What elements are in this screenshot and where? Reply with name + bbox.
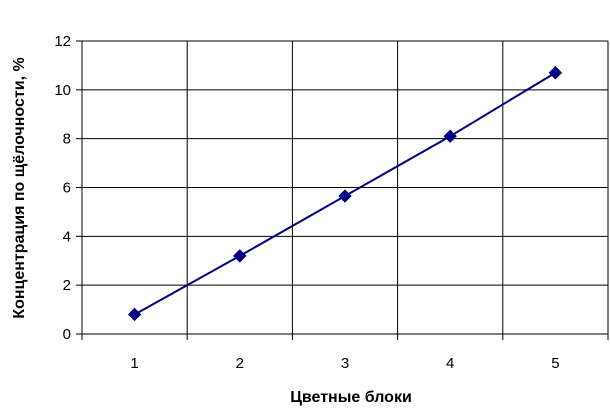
data-point-marker [233,249,247,263]
x-tick-label: 2 [236,355,244,372]
gridlines [82,40,609,334]
data-point-marker [127,307,142,322]
y-tick-label: 10 [54,82,71,99]
y-tick-label: 0 [63,326,71,343]
x-tick-label: 4 [446,355,454,372]
axes [76,40,609,340]
y-tick-label: 8 [63,131,71,148]
data-series [127,66,563,322]
data-point-marker [338,189,352,203]
x-tick-label: 5 [551,355,559,372]
y-tick-label: 12 [54,33,71,50]
x-tick-label: 1 [130,355,138,372]
data-point-marker [443,129,457,143]
x-axis-title: Цветные блоки [290,389,412,406]
y-tick-label: 6 [63,180,71,197]
data-point-marker [548,66,563,80]
x-tick-label: 3 [341,355,349,372]
y-tick-label: 4 [63,228,71,245]
y-axis-title: Концентрация по щёлочности, % [11,57,28,318]
y-tick-label: 2 [63,277,71,294]
